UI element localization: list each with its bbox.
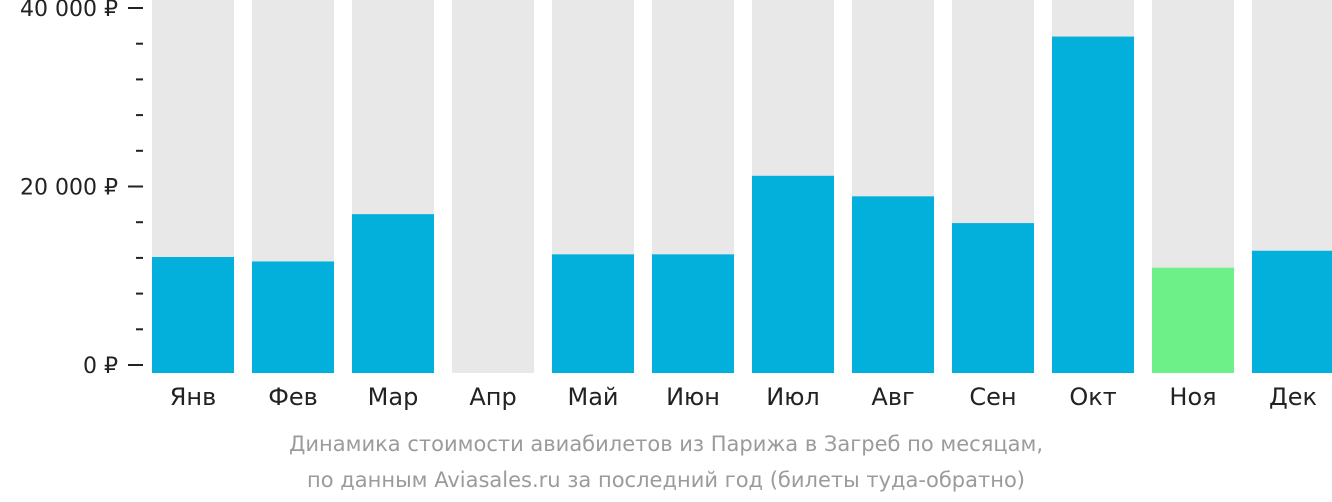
price-bar-month-9[interactable] bbox=[952, 223, 1034, 373]
x-tick-label-month-11: Ноя bbox=[1169, 383, 1216, 411]
x-tick-label-month-12: Дек bbox=[1269, 383, 1317, 411]
price-bar-month-3[interactable] bbox=[352, 214, 434, 373]
x-tick-label-month-2: Фев bbox=[268, 383, 318, 411]
x-tick-label-month-4: Апр bbox=[469, 383, 516, 411]
x-tick-label-month-7: Июл bbox=[766, 383, 820, 411]
chart-caption-line-1: Динамика стоимости авиабилетов из Парижа… bbox=[288, 432, 1044, 456]
price-bar-month-12[interactable] bbox=[1252, 250, 1332, 373]
x-tick-label-month-10: Окт bbox=[1069, 383, 1116, 411]
y-tick-label: 20 000 ₽ bbox=[20, 176, 118, 201]
bar-chart: 0 ₽ 20 000 ₽ 40 000 ₽ Янв Фев Мар Апр Май Июн Ию… bbox=[20, 0, 1332, 411]
y-tick-label: 40 000 ₽ bbox=[20, 0, 118, 22]
price-bar-month-2[interactable] bbox=[252, 261, 334, 373]
chart-caption-line-2: по данным Aviasales.ru за последний год … bbox=[307, 468, 1025, 492]
y-tick-label: 0 ₽ bbox=[83, 354, 118, 379]
y-axis: 0 ₽ 20 000 ₽ 40 000 ₽ bbox=[20, 0, 143, 379]
x-tick-label-month-9: Сен bbox=[969, 383, 1016, 411]
x-tick-label-month-6: Июн bbox=[666, 383, 720, 411]
price-bars bbox=[152, 36, 1332, 374]
x-tick-label-month-8: Авг bbox=[871, 383, 914, 411]
price-bar-month-10[interactable] bbox=[1052, 36, 1134, 374]
price-bar-month-6[interactable] bbox=[652, 254, 734, 373]
price-bar-month-8[interactable] bbox=[852, 196, 934, 373]
x-tick-label-month-3: Мар bbox=[368, 383, 419, 411]
price-bar-month-5[interactable] bbox=[552, 254, 634, 373]
x-axis: Янв Фев Мар Апр Май Июн Июл Авг Сен Окт Ноя Дек bbox=[170, 383, 1317, 411]
x-tick-label-month-5: Май bbox=[567, 383, 618, 411]
price-bar-month-11[interactable] bbox=[1152, 267, 1234, 373]
x-tick-label-month-1: Янв bbox=[170, 383, 217, 411]
price-bar-month-1[interactable] bbox=[152, 257, 234, 373]
price-bar-month-7[interactable] bbox=[752, 175, 834, 373]
bar-background-month-4 bbox=[452, 0, 534, 373]
